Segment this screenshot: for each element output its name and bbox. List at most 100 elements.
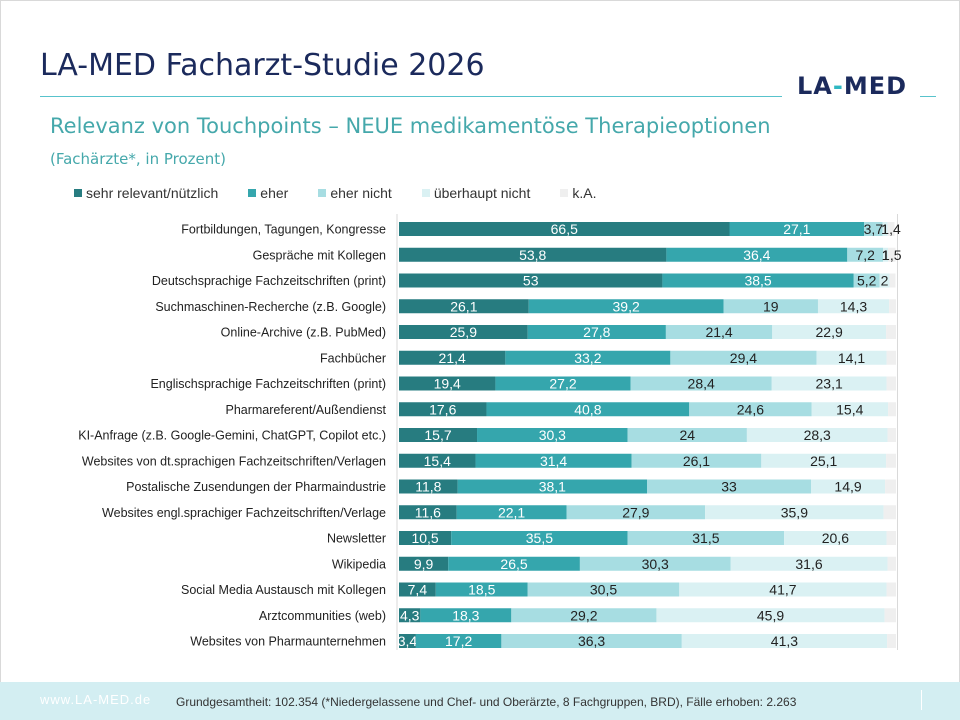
data-label: 31,6 bbox=[795, 556, 822, 572]
bar-segment bbox=[399, 453, 476, 468]
data-label: 26,1 bbox=[450, 298, 477, 314]
data-label: 5,2 bbox=[857, 273, 877, 289]
data-label: 39,2 bbox=[613, 298, 640, 314]
bar-segment bbox=[883, 247, 889, 262]
category-label: Online-Archive (z.B. PubMed) bbox=[221, 326, 386, 340]
bar-segment bbox=[631, 453, 762, 468]
data-label: 30,3 bbox=[642, 556, 669, 572]
legend-item: k.A. bbox=[560, 185, 596, 201]
bar-segment bbox=[399, 608, 421, 623]
data-label: 22,9 bbox=[816, 324, 843, 340]
bar-segment bbox=[475, 453, 632, 468]
bar-segment bbox=[883, 505, 896, 520]
data-label: 4,3 bbox=[400, 607, 420, 623]
category-label: Wikipedia bbox=[332, 557, 386, 571]
data-label: 1,4 bbox=[881, 221, 901, 237]
data-label: 23,1 bbox=[816, 376, 843, 392]
category-label: Deutschsprachige Fachzeitschriften (prin… bbox=[152, 274, 386, 288]
bar-segment bbox=[451, 531, 628, 545]
bar-segment bbox=[887, 428, 896, 442]
category-label: Websites von Pharmaunternehmen bbox=[190, 635, 386, 649]
data-label: 24,6 bbox=[737, 401, 764, 417]
data-label: 35,9 bbox=[781, 504, 808, 520]
data-label: 26,5 bbox=[500, 556, 527, 572]
data-label: 21,4 bbox=[439, 350, 466, 366]
category-label: Newsletter bbox=[327, 532, 386, 546]
data-label: 1 bbox=[881, 221, 889, 237]
legend-label: eher bbox=[260, 185, 289, 201]
bar-segment bbox=[886, 531, 896, 545]
data-label: 27,2 bbox=[549, 376, 576, 392]
category-label: Gespräche mit Kollegen bbox=[253, 248, 386, 262]
bar-segment bbox=[723, 299, 818, 314]
bar-segment bbox=[457, 479, 648, 494]
bar-segment bbox=[495, 376, 631, 391]
data-label: 17,6 bbox=[429, 401, 456, 417]
bar-segment bbox=[399, 222, 730, 236]
bar-segment bbox=[501, 634, 682, 648]
data-label: 27,1 bbox=[783, 221, 810, 237]
bar-segment bbox=[399, 325, 528, 339]
data-label: 2 bbox=[881, 273, 889, 289]
legend-swatch bbox=[74, 189, 82, 197]
logo-text-la: LA bbox=[797, 72, 833, 100]
footer-bar: www.LA-MED.de Grundgesamtheit: 102.354 (… bbox=[0, 682, 960, 720]
data-label: 3,7 bbox=[864, 221, 884, 237]
logo-text-med: MED bbox=[843, 72, 908, 100]
bar-segment bbox=[627, 428, 747, 442]
category-label: Postalische Zusendungen der Pharmaindust… bbox=[126, 480, 386, 494]
legend-item: eher bbox=[248, 185, 288, 201]
data-label: 21,4 bbox=[705, 324, 732, 340]
data-label: 15,4 bbox=[424, 453, 451, 469]
bar-segment bbox=[689, 402, 812, 417]
bar-segment bbox=[772, 325, 887, 339]
footer-note: Grundgesamtheit: 102.354 (*Niedergelasse… bbox=[176, 695, 797, 709]
bar-segment bbox=[889, 299, 896, 314]
bar-segment bbox=[887, 556, 896, 571]
data-label: 29,2 bbox=[570, 607, 597, 623]
footer-separator bbox=[921, 690, 922, 710]
data-label: 38,1 bbox=[539, 479, 566, 495]
data-label: 27,8 bbox=[583, 324, 610, 340]
bar-segment bbox=[627, 531, 785, 545]
bar-segment bbox=[477, 428, 628, 442]
chart-title: Relevanz von Touchpoints – NEUE medikame… bbox=[50, 114, 771, 138]
bar-segment bbox=[527, 325, 666, 339]
data-label: 31,5 bbox=[692, 530, 719, 546]
bar-segment bbox=[399, 505, 457, 520]
bar-segment bbox=[811, 479, 886, 494]
bar-segment bbox=[647, 479, 812, 494]
bar-segment bbox=[817, 299, 890, 314]
footer-url[interactable]: www.LA-MED.de bbox=[40, 692, 152, 707]
data-label: 19,4 bbox=[434, 376, 461, 392]
bar-segment bbox=[889, 273, 896, 288]
data-label: 18,3 bbox=[452, 607, 479, 623]
legend-swatch bbox=[421, 189, 430, 197]
bar-segment bbox=[448, 556, 580, 571]
bar-segment bbox=[847, 247, 884, 262]
data-label: 14,9 bbox=[834, 479, 861, 495]
data-label: 30,3 bbox=[539, 427, 566, 443]
bar-segment bbox=[399, 634, 416, 648]
data-label: 10,5 bbox=[411, 530, 438, 546]
category-label: Websites engl.sprachiger Fachzeitschrift… bbox=[102, 506, 386, 520]
legend-item: überhaupt nicht bbox=[421, 185, 530, 201]
data-label: 20,6 bbox=[822, 530, 849, 546]
bar-segment bbox=[885, 479, 896, 494]
data-label: 33 bbox=[721, 479, 737, 495]
category-label: Fortbildungen, Tagungen, Kongresse bbox=[181, 223, 386, 237]
data-label: 15,7 bbox=[424, 427, 451, 443]
bar-segment bbox=[579, 556, 731, 571]
bar-segment bbox=[746, 428, 888, 442]
bar-segment bbox=[784, 531, 887, 545]
legend-swatch bbox=[248, 189, 257, 197]
chart-subtitle: (Fachärzte*, in Prozent) bbox=[50, 150, 227, 168]
data-label: 53 bbox=[523, 273, 539, 289]
bar-segment bbox=[420, 608, 512, 623]
data-label: 18,5 bbox=[468, 582, 495, 598]
data-label: 45,9 bbox=[757, 607, 784, 623]
bar-segment bbox=[399, 531, 452, 545]
bar-segment bbox=[528, 299, 724, 314]
legend-swatch bbox=[560, 189, 569, 197]
data-label: 11,6 bbox=[415, 504, 441, 520]
